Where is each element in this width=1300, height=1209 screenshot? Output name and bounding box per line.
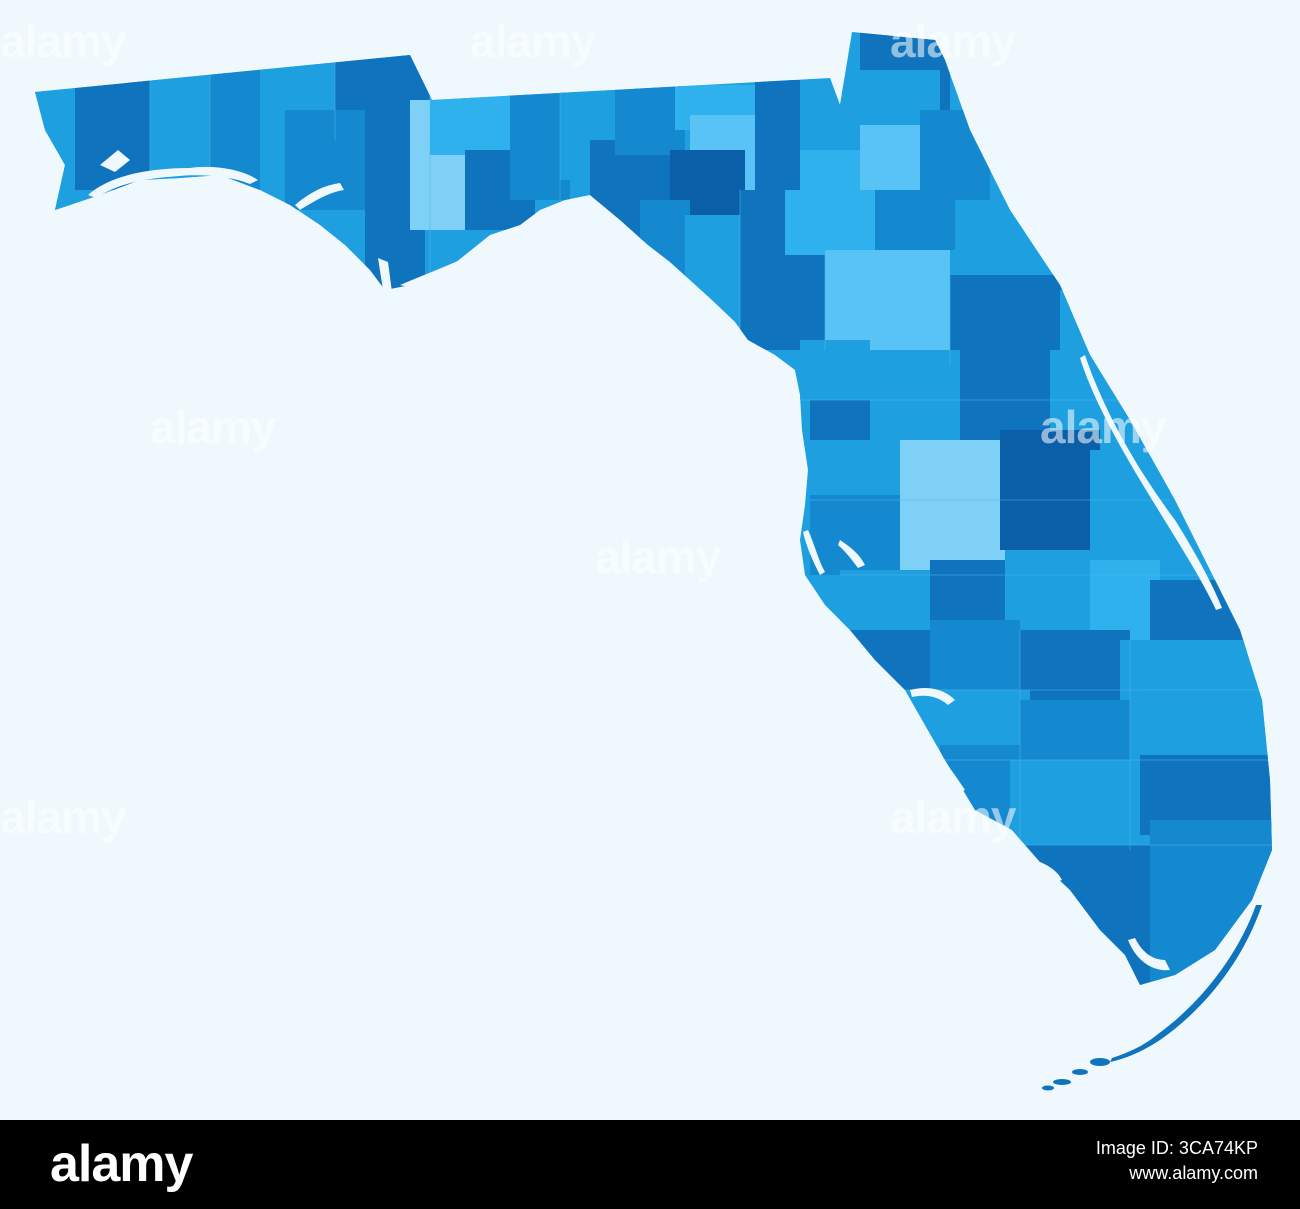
footer-meta: Image ID: 3CA74KP www.alamy.com bbox=[1096, 1136, 1258, 1186]
watermark-text: alamy bbox=[0, 15, 126, 67]
footer-bar: alamy Image ID: 3CA74KP www.alamy.com bbox=[0, 1120, 1300, 1209]
image-id: Image ID: 3CA74KP bbox=[1095, 1138, 1258, 1158]
watermark-text: alamy bbox=[890, 15, 1016, 67]
watermark-text: alamy bbox=[470, 15, 596, 67]
watermark-text: alamy bbox=[890, 791, 1016, 843]
county-borders bbox=[149, 50, 1272, 850]
watermark-text: alamy bbox=[0, 791, 126, 843]
site-url[interactable]: www.alamy.com bbox=[1129, 1163, 1258, 1183]
watermark-text: alamy bbox=[595, 531, 721, 583]
watermark-text: alamy bbox=[1040, 401, 1166, 453]
map-area: alamy alamy alamy alamy alamy alamy alam… bbox=[0, 15, 1272, 1091]
florida-keys bbox=[1042, 905, 1262, 1091]
watermark-text: alamy bbox=[150, 401, 276, 453]
florida-county-map bbox=[35, 32, 1272, 1091]
coastal-water-features bbox=[88, 150, 1222, 971]
alamy-logo[interactable]: alamy bbox=[50, 1135, 193, 1193]
